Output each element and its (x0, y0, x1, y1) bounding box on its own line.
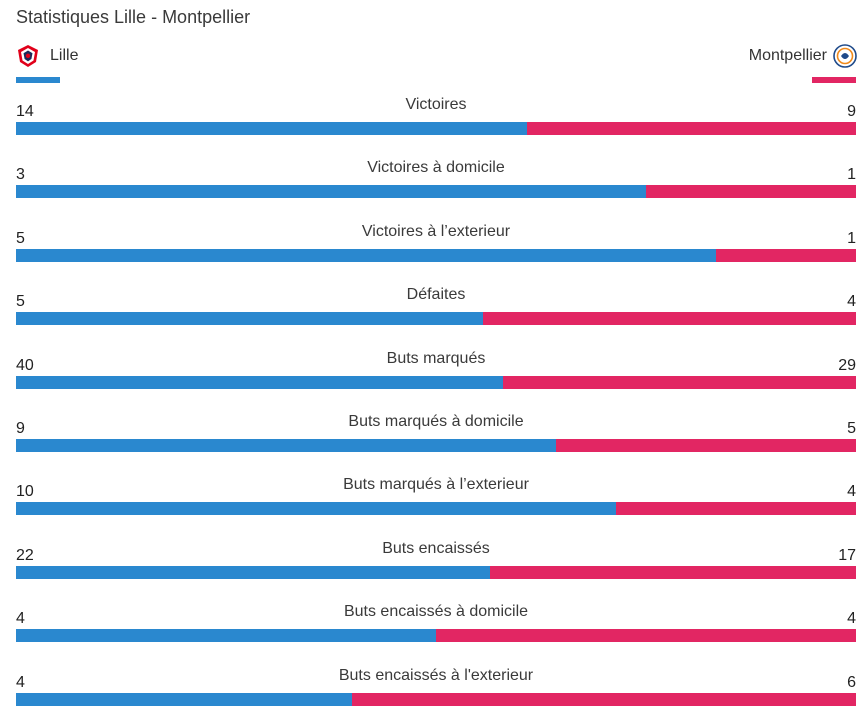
away-value: 4 (847, 483, 856, 501)
away-value: 29 (838, 356, 856, 374)
home-value: 14 (16, 103, 34, 120)
comparison-bar (16, 185, 856, 199)
home-value: 4 (16, 610, 25, 628)
stat-row: 14 Victoires 9 (16, 92, 856, 155)
home-team-color-bar (16, 77, 60, 83)
home-bar-segment (16, 629, 436, 643)
home-bar-segment (16, 122, 528, 135)
home-bar-segment (16, 502, 616, 516)
stat-label: Défaites (406, 286, 466, 304)
stat-row: 3 Victoires à domicile 1 (16, 155, 856, 218)
stat-label: Buts encaissés à domicile (343, 603, 529, 621)
lille-crest-icon (16, 44, 40, 68)
away-bar-segment (502, 375, 856, 389)
away-bar-segment (716, 248, 856, 262)
away-bar-segment (482, 312, 856, 326)
away-value: 4 (847, 610, 856, 628)
stat-label: Buts marqués (386, 349, 486, 367)
stat-row: 9 Buts marqués à domicile 5 (16, 409, 856, 472)
comparison-bar (16, 438, 856, 452)
away-value: 17 (838, 546, 856, 564)
comparison-bar (16, 692, 856, 706)
comparison-bar (16, 502, 856, 516)
stat-row: 5 Victoires à l’exterieur 1 (16, 219, 856, 282)
stat-label: Buts encaissés (382, 539, 490, 557)
home-value: 3 (16, 166, 25, 184)
away-bar-segment (489, 565, 856, 579)
comparison-bar (16, 375, 856, 389)
away-value: 1 (847, 229, 856, 247)
comparison-bar (16, 122, 856, 135)
home-value: 5 (16, 229, 25, 247)
away-value: 4 (847, 293, 856, 311)
away-bar-segment (646, 185, 856, 199)
away-bar-segment (527, 122, 856, 135)
comparison-bar (16, 248, 856, 262)
home-team: Lille (16, 44, 78, 68)
away-team-color-bar (812, 77, 856, 83)
home-bar-segment (16, 312, 483, 326)
stat-row: 4 Buts encaissés à domicile 4 (16, 599, 856, 662)
home-team-name: Lille (50, 47, 79, 64)
home-value: 10 (16, 483, 34, 501)
away-value: 9 (847, 103, 856, 120)
away-bar-segment (436, 629, 856, 643)
montpellier-crest-icon (833, 44, 857, 68)
home-value: 40 (16, 356, 34, 374)
stat-label: Buts encaissés à l'exterieur (338, 666, 534, 684)
away-value: 1 (847, 166, 856, 184)
away-bar-segment (616, 502, 856, 516)
stat-row: 22 Buts encaissés 17 (16, 536, 856, 599)
stat-label: Victoires à l’exterieur (361, 222, 511, 240)
comparison-bar (16, 565, 856, 579)
stat-row: 5 Défaites 4 (16, 282, 856, 345)
stat-row: 4 Buts encaissés à l'exterieur 6 (16, 663, 856, 726)
stat-label: Buts marqués à l’exterieur (343, 476, 529, 494)
away-team: Montpellier (749, 44, 857, 68)
stat-label: Buts marqués à domicile (348, 412, 524, 430)
home-bar-segment (16, 692, 352, 706)
home-bar-segment (16, 185, 646, 199)
home-value: 5 (16, 293, 25, 311)
page-title: Statistiques Lille - Montpellier (16, 7, 251, 27)
stat-row: 40 Buts marqués 29 (16, 346, 856, 409)
stats-list: 14 Victoires 9 3 Victoires à domicile 1 5 Victo… (16, 92, 856, 726)
home-value: 4 (16, 673, 25, 691)
stat-label: Victoires (405, 96, 467, 113)
home-value: 22 (16, 546, 34, 564)
home-value: 9 (16, 419, 25, 437)
away-value: 6 (847, 673, 856, 691)
away-bar-segment (556, 438, 856, 452)
away-value: 5 (847, 419, 856, 437)
comparison-bar (16, 312, 856, 326)
home-bar-segment (16, 248, 716, 262)
home-bar-segment (16, 438, 556, 452)
home-bar-segment (16, 375, 503, 389)
comparison-bar (16, 629, 856, 643)
away-team-name: Montpellier (748, 47, 827, 64)
stat-label: Victoires à domicile (367, 159, 505, 177)
away-bar-segment (352, 692, 856, 706)
stat-row: 10 Buts marqués à l’exterieur 4 (16, 472, 856, 535)
home-bar-segment (16, 565, 490, 579)
